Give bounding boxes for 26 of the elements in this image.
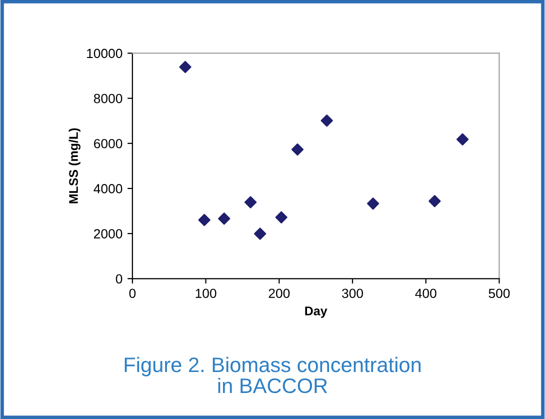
point	[254, 228, 266, 240]
point	[218, 212, 230, 225]
x-tick-label: 300	[342, 288, 363, 298]
point	[320, 114, 333, 127]
point	[275, 211, 288, 224]
point	[198, 214, 210, 226]
point	[428, 195, 441, 208]
x-tick-label: 0	[129, 288, 136, 298]
caption: Figure 2. Biomass concentration in BACCOR	[124, 356, 421, 394]
y-axis-title: MLSS (mg/L)	[68, 128, 80, 204]
point	[244, 196, 257, 208]
point	[291, 143, 304, 156]
x-tick-label: 500	[488, 288, 510, 298]
y-tick-label: 0	[116, 274, 122, 284]
point	[179, 60, 192, 74]
y-tick-label: 4000	[94, 184, 122, 194]
x-tick-label: 200	[268, 288, 290, 298]
point	[366, 197, 380, 210]
point	[456, 133, 469, 146]
y-tick-label: 10000	[87, 48, 122, 58]
x-axis-title: Day	[305, 306, 328, 318]
x-tick-label: 400	[415, 288, 436, 298]
y-tick-label: 2000	[94, 229, 122, 238]
x-tick-label: 100	[196, 288, 216, 298]
y-tick-label: 8000	[94, 94, 122, 104]
y-tick-label: 6000	[94, 138, 122, 148]
